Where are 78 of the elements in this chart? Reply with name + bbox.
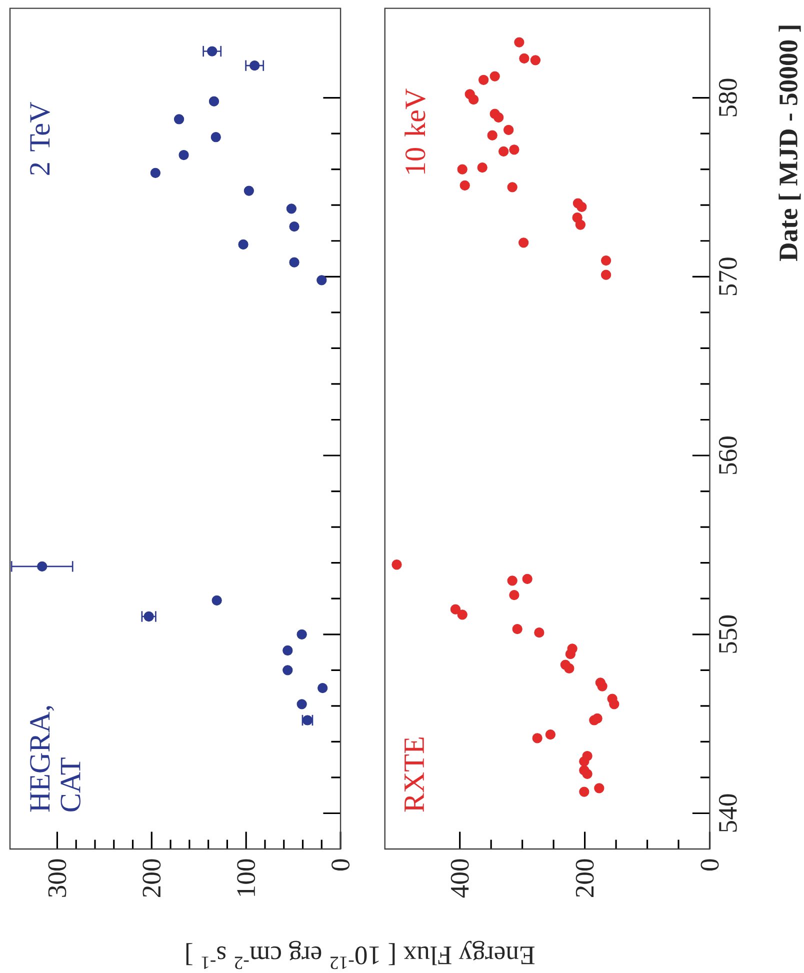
point	[504, 124, 514, 136]
point	[490, 71, 500, 82]
x-tick-label: 200	[142, 859, 161, 898]
point	[464, 89, 476, 100]
point	[601, 270, 612, 280]
point	[37, 561, 48, 572]
annotation: 2 TeV	[30, 102, 50, 175]
point	[209, 96, 220, 106]
x-tick-label: 0	[332, 859, 350, 870]
x-tick-label: 200	[576, 859, 594, 897]
annotation: 10 keV	[404, 88, 426, 174]
y-tick-label: 570	[719, 258, 738, 296]
point	[296, 629, 308, 640]
point	[572, 198, 584, 208]
point	[144, 611, 154, 622]
point	[592, 713, 602, 724]
point	[518, 238, 529, 248]
point	[457, 610, 468, 620]
point	[522, 574, 533, 584]
point	[244, 186, 254, 196]
point	[210, 132, 222, 142]
point	[487, 130, 498, 140]
point	[582, 750, 593, 762]
y-tick-label: 540	[719, 794, 738, 832]
point	[534, 628, 544, 638]
x-tick-label: 100	[237, 859, 256, 896]
x-tick-label: 400	[450, 859, 469, 898]
y-tick-label: 580	[719, 78, 738, 116]
point	[601, 255, 612, 266]
point	[178, 150, 189, 160]
point	[316, 275, 327, 286]
point	[498, 146, 509, 156]
point	[477, 162, 488, 173]
annotation: RXTE	[404, 738, 424, 812]
point	[530, 55, 541, 66]
point	[490, 108, 500, 119]
y-axis-title: Date [ MJD - 50000 ]	[778, 26, 801, 261]
point	[507, 576, 518, 586]
point	[392, 560, 402, 570]
point	[282, 665, 293, 676]
point	[296, 699, 308, 710]
point	[460, 180, 470, 190]
point	[478, 74, 489, 85]
point	[174, 114, 184, 124]
point	[532, 733, 543, 744]
point	[250, 60, 260, 71]
annotation: HEGRA, CAT	[30, 706, 81, 812]
point	[595, 678, 606, 688]
point	[450, 604, 461, 614]
point	[289, 257, 300, 268]
point	[594, 783, 604, 794]
point	[150, 168, 161, 178]
y-tick-label: 560	[719, 436, 738, 474]
point	[509, 590, 520, 600]
point	[507, 182, 518, 192]
point	[212, 595, 222, 606]
point	[282, 645, 293, 656]
point	[519, 53, 530, 64]
point	[560, 660, 571, 670]
point	[567, 644, 578, 654]
point	[514, 37, 524, 48]
point	[286, 204, 297, 214]
point	[572, 212, 583, 223]
point	[607, 694, 618, 704]
point	[579, 765, 590, 776]
point	[579, 786, 590, 797]
y-tick-label: 550	[719, 615, 738, 653]
point	[238, 239, 248, 250]
point	[457, 164, 468, 174]
point	[318, 682, 328, 694]
point	[512, 624, 523, 634]
point	[509, 144, 520, 155]
point	[546, 729, 556, 740]
x-axis-title: Energy Flux [ 10$^{-12}$ erg cm$^{-2}$ s$^{-1}$ ]	[186, 940, 535, 970]
point	[207, 46, 218, 56]
point	[289, 221, 300, 232]
x-tick-label: 0	[700, 859, 719, 870]
x-tick-label: 300	[48, 859, 66, 897]
